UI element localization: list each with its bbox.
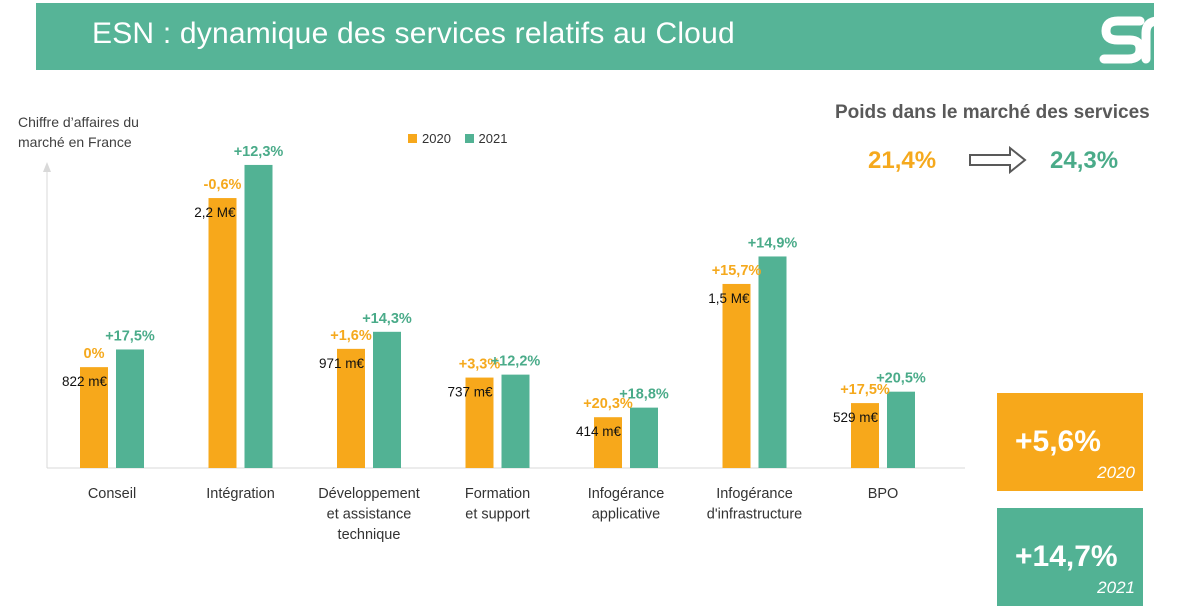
value-label-2020-2: 971 m€ xyxy=(319,356,365,371)
growth-label-2020-5: +15,7% xyxy=(712,263,762,279)
bar-2021-6 xyxy=(887,391,915,468)
growth-label-2020-4: +20,3% xyxy=(583,396,633,412)
x-tick-label-line: Infogérance xyxy=(588,486,665,502)
x-tick-label-line: Formation xyxy=(465,486,530,502)
total-growth-2020-value: +5,6% xyxy=(1015,425,1101,458)
right-arrow-icon xyxy=(969,146,1027,174)
bar-2020-0 xyxy=(80,367,108,468)
growth-label-2020-2: +1,6% xyxy=(330,328,372,344)
x-tick-label-3: Formation et support xyxy=(465,486,530,523)
x-tick-label-line: Conseil xyxy=(88,486,136,502)
legend-swatch-2021 xyxy=(464,134,474,143)
x-tick-label-line: technique xyxy=(338,527,401,543)
x-tick-label-6: BPO xyxy=(868,486,899,502)
growth-label-2020-3: +3,3% xyxy=(459,357,501,373)
title-banner: ESN : dynamique des services relatifs au… xyxy=(36,3,1189,70)
bar-2021-5 xyxy=(758,256,787,468)
growth-label-2021-3: +12,2% xyxy=(491,354,541,370)
bar-chart: 0% 822 m€ +17,5% Conseil -0,6% 2,2 M€ +12,3% In… xyxy=(43,144,965,543)
growth-label-2021-6: +20,5% xyxy=(876,371,926,387)
total-growth-2020-year: 2020 xyxy=(1097,463,1135,482)
growth-label-2021-4: +18,8% xyxy=(619,387,669,403)
legend-label-2021: 2021 xyxy=(478,131,508,146)
bar-2021-0 xyxy=(116,349,144,468)
growth-label-2021-5: +14,9% xyxy=(748,235,798,251)
y-axis-label: Chiffre d’affaires du marché en France xyxy=(18,114,139,150)
legend-item-2020: 2020 xyxy=(408,131,451,146)
bar-2021-1 xyxy=(244,164,273,468)
growth-label-2021-0: +17,5% xyxy=(105,328,155,344)
bar-2021-3 xyxy=(501,374,530,468)
x-tick-label-line: Infogérance xyxy=(716,486,793,502)
x-tick-label-line: et assistance xyxy=(327,507,412,523)
value-label-2020-1: 2,2 M€ xyxy=(194,205,236,220)
x-tick-label-0: Conseil xyxy=(88,486,136,502)
value-label-2020-6: 529 m€ xyxy=(833,410,879,425)
sn-logo-icon xyxy=(1099,16,1189,64)
value-label-2020-0: 822 m€ xyxy=(62,374,108,389)
market-weight-2021: 24,3% xyxy=(1050,147,1119,174)
x-tick-label-line: applicative xyxy=(592,507,661,523)
growth-label-2020-6: +17,5% xyxy=(840,382,890,398)
legend-swatch-2020 xyxy=(408,134,417,143)
bar-2020-1 xyxy=(208,198,237,468)
bar-2020-4 xyxy=(594,417,622,468)
legend-label-2020: 2020 xyxy=(422,131,451,146)
bar-2020-2 xyxy=(337,348,365,468)
growth-label-2021-1: +12,3% xyxy=(234,144,284,160)
bar-2020-3 xyxy=(465,377,494,468)
value-label-2020-3: 737 m€ xyxy=(447,385,493,400)
total-growth-2021-year: 2021 xyxy=(1097,578,1135,597)
x-tick-label-line: BPO xyxy=(868,486,899,502)
growth-label-2021-2: +14,3% xyxy=(362,311,412,327)
x-tick-label-5: Infogérance d'infrastructure xyxy=(707,486,802,523)
bar-2021-4 xyxy=(630,407,658,468)
bar-2020-6 xyxy=(851,403,879,468)
y-axis-arrowhead xyxy=(43,162,51,172)
value-label-2020-4: 414 m€ xyxy=(576,424,622,439)
value-label-2020-5: 1,5 M€ xyxy=(708,291,750,306)
legend-item-2021: 2021 xyxy=(464,131,508,146)
bar-2020-5 xyxy=(722,283,751,468)
growth-label-2020-0: 0% xyxy=(84,346,105,362)
x-tick-label-line: Développement xyxy=(318,486,420,502)
growth-label-2020-1: -0,6% xyxy=(204,177,242,193)
x-tick-label-1: Intégration xyxy=(206,486,275,502)
x-tick-label-2: Développement et assistance technique xyxy=(318,486,420,543)
total-growth-2020: +5,6% 2020 xyxy=(997,393,1143,491)
x-tick-label-line: Intégration xyxy=(206,486,275,502)
total-growth-2021: +14,7% 2021 xyxy=(997,508,1143,606)
market-weight-title: Poids dans le marché des services xyxy=(835,102,1150,123)
market-weight-2020: 21,4% xyxy=(868,147,937,174)
x-tick-label-line: d'infrastructure xyxy=(707,507,802,523)
x-tick-label-4: Infogérance applicative xyxy=(588,486,665,523)
x-tick-label-line: et support xyxy=(465,507,530,523)
bar-2021-2 xyxy=(373,331,401,468)
legend: 2020 2021 xyxy=(408,131,517,146)
page-title: ESN : dynamique des services relatifs au… xyxy=(92,17,735,50)
total-growth-2021-value: +14,7% xyxy=(1015,540,1118,573)
